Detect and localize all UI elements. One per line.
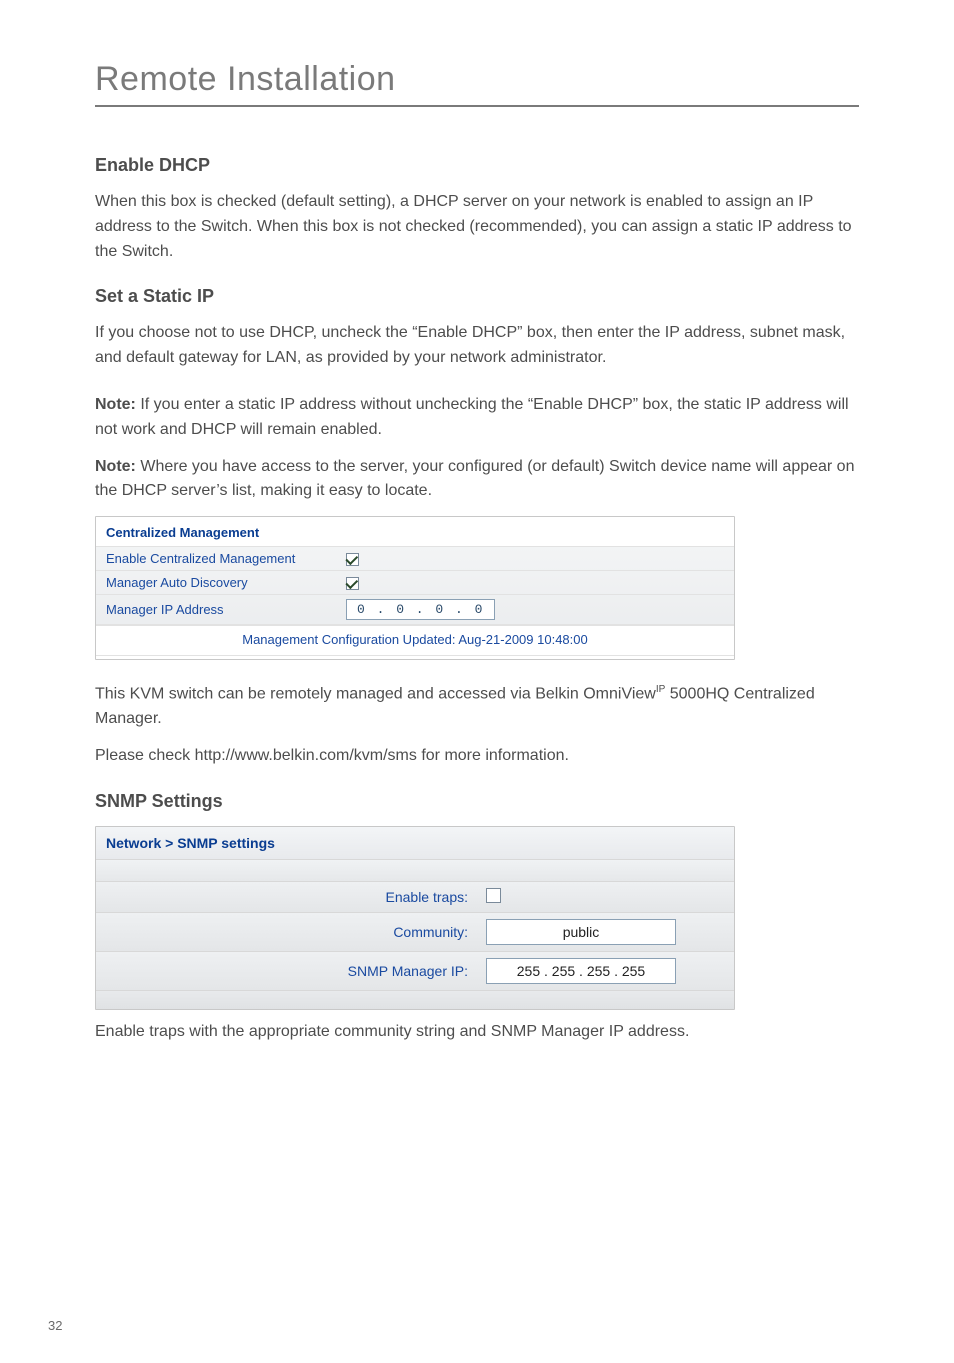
para-static-ip: If you choose not to use DHCP, uncheck t… [95,321,859,371]
heading-static-ip: Set a Static IP [95,286,859,307]
snmp-label-managerip: SNMP Manager IP: [106,963,486,979]
page-title: Remote Installation [95,60,859,99]
cm-row-enable: Enable Centralized Management [96,547,734,571]
kvm-text-a: This KVM switch can be remotely managed … [95,686,656,703]
para-snmp-footer: Enable traps with the appropriate commun… [95,1020,859,1045]
cm-panel-title: Centralized Management [96,517,734,547]
note-1-label: Note: [95,396,136,413]
snmp-row-traps: Enable traps: [96,882,734,913]
note-2-text: Where you have access to the server, you… [95,458,854,500]
snmp-input-community[interactable]: public [486,919,676,945]
snmp-input-managerip[interactable]: 255 . 255 . 255 . 255 [486,958,676,984]
heading-snmp: SNMP Settings [95,791,859,812]
snmp-spacer-bottom [96,991,734,1009]
snmp-spacer-top [96,860,734,882]
cm-row-autodiscovery: Manager Auto Discovery [96,571,734,595]
heading-enable-dhcp: Enable DHCP [95,155,859,176]
cm-footer: Management Configuration Updated: Aug-21… [96,625,734,655]
title-rule [95,105,859,107]
note-2-label: Note: [95,458,136,475]
para-kvm-2: Please check http://www.belkin.com/kvm/s… [95,744,859,769]
snmp-checkbox-traps[interactable] [486,888,501,903]
cm-label-enable: Enable Centralized Management [106,551,346,566]
centralized-management-panel: Centralized Management Enable Centralize… [95,516,735,660]
cm-label-ip: Manager IP Address [106,602,346,617]
para-enable-dhcp: When this box is checked (default settin… [95,190,859,264]
cm-label-autodiscovery: Manager Auto Discovery [106,575,346,590]
snmp-panel-title: Network > SNMP settings [96,827,734,860]
note-1-text: If you enter a static IP address without… [95,396,849,438]
snmp-panel: Network > SNMP settings Enable traps: Co… [95,826,735,1010]
para-kvm-1: This KVM switch can be remotely managed … [95,682,859,732]
kvm-sup: IP [656,684,665,695]
cm-checkbox-autodiscovery[interactable] [346,577,359,590]
cm-input-ip[interactable]: 0 . 0 . 0 . 0 [346,599,495,620]
cm-footer-sep [96,655,734,659]
snmp-row-managerip: SNMP Manager IP: 255 . 255 . 255 . 255 [96,952,734,991]
page-number: 32 [48,1318,62,1333]
cm-row-ip: Manager IP Address 0 . 0 . 0 . 0 [96,595,734,625]
note-1: Note: If you enter a static IP address w… [95,393,859,443]
snmp-label-traps: Enable traps: [106,889,486,905]
snmp-row-community: Community: public [96,913,734,952]
cm-checkbox-enable[interactable] [346,553,359,566]
snmp-label-community: Community: [106,924,486,940]
note-2: Note: Where you have access to the serve… [95,455,859,505]
